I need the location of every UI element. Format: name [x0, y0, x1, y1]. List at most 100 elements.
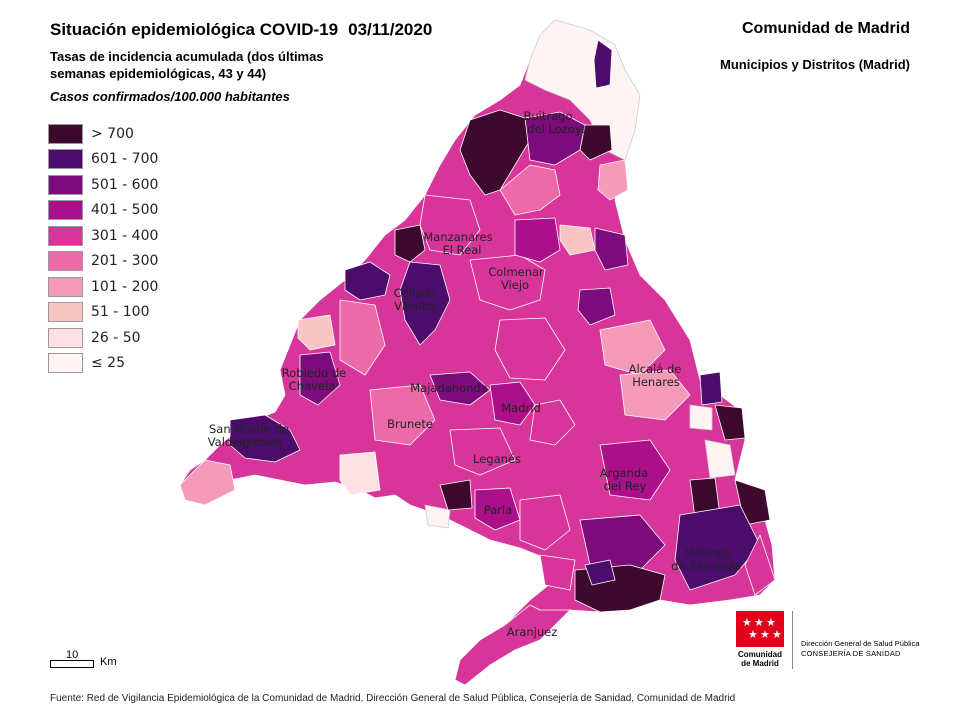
units-subtitle: Casos confirmados/100.000 habitantes	[50, 89, 290, 104]
region-villarejo	[674, 504, 761, 591]
flag-stars-icon: ★ ★ ★ ★ ★ ★ ★	[736, 611, 784, 647]
region-e-purple	[699, 371, 723, 406]
title-text: Situación epidemiológica COVID-19	[50, 20, 339, 39]
logo-ministry: CONSEJERÍA DE SANIDAD	[801, 649, 901, 658]
region-alcala	[619, 369, 691, 421]
comunidad-logo: ★ ★ ★ ★ ★ ★ ★ Comunidad de Madrid Direcc…	[736, 611, 919, 669]
region-north-pink	[593, 39, 613, 89]
region-ne-purple	[594, 227, 629, 271]
scale-bar: 10 Km	[50, 649, 117, 668]
map-regions	[179, 19, 776, 686]
region-arganda	[599, 439, 671, 501]
legend-swatch	[48, 251, 83, 272]
region-madrid-3	[529, 399, 576, 446]
region-sw-light	[339, 451, 381, 496]
svg-text:Brunete: Brunete	[387, 417, 433, 431]
region-aranjuez	[454, 604, 571, 686]
region-madrid-1	[489, 381, 536, 426]
legend-item: 51 - 100	[48, 300, 158, 326]
map-subtitle: Tasas de incidencia acumulada (dos últim…	[50, 48, 324, 82]
legend-item: 401 - 500	[48, 198, 158, 224]
region-e-dark	[714, 404, 746, 441]
region-w-purple	[344, 261, 391, 301]
legend-label: 201 - 300	[91, 253, 159, 270]
logo-name: Comunidad de Madrid	[738, 650, 782, 668]
region-sw-light2	[424, 504, 451, 529]
region-e-light	[704, 439, 736, 479]
legend-label: 501 - 600	[91, 176, 159, 193]
region-manzanares	[419, 194, 481, 256]
region-buitrago-3	[579, 124, 613, 161]
legend-swatch	[48, 174, 83, 195]
title-date: 03/11/2020	[348, 20, 433, 39]
legend-label: ≤ 25	[91, 355, 125, 372]
region-light-w1	[297, 314, 336, 351]
region-s-pink	[519, 494, 571, 551]
scale-value: 10	[66, 649, 79, 661]
region-s-purple	[579, 514, 666, 571]
region-villalba	[399, 261, 451, 346]
svg-text:Parla: Parla	[484, 503, 512, 517]
region-mid-w1	[339, 299, 386, 376]
region-s-purple2	[584, 559, 616, 586]
legend-swatch	[48, 353, 83, 374]
legend-item: 201 - 300	[48, 249, 158, 275]
legend-item: 301 - 400	[48, 223, 158, 249]
region-e-light-2	[689, 404, 713, 431]
legend-swatch	[48, 200, 83, 221]
region-ne-pink	[597, 159, 629, 201]
legend-swatch	[48, 327, 83, 348]
legend-label: 51 - 100	[91, 304, 150, 321]
region-brunete	[369, 384, 436, 446]
legend-item: 601 - 700	[48, 147, 158, 173]
region-title: Comunidad de Madrid	[742, 20, 910, 37]
region-madrid-2	[494, 317, 566, 381]
region-se-pink	[744, 534, 776, 596]
legend-label: 601 - 700	[91, 151, 159, 168]
legend-swatch	[48, 276, 83, 297]
region-majadahonda	[429, 371, 491, 406]
region-leganes	[449, 427, 516, 476]
scale-bar-graphic: 10	[50, 649, 94, 668]
map-title: Situación epidemiológica COVID-19 03/11/2…	[50, 20, 432, 40]
region-buitrago-dark	[459, 109, 531, 196]
legend-label: 401 - 500	[91, 202, 159, 219]
legend-item: ≤ 25	[48, 351, 158, 377]
legend-item: 501 - 600	[48, 172, 158, 198]
region-alcobendas	[577, 287, 616, 326]
legend-swatch	[48, 225, 83, 246]
region-colmenar-2	[514, 217, 561, 263]
svg-text:Majadahonda: Majadahonda	[410, 381, 488, 395]
place-labels: Buitrago del Lozoya Manzanares El Real Col…	[208, 109, 741, 639]
scale-unit: Km	[100, 656, 117, 668]
source-footer: Fuente: Red de Vigilancia Epidemiológica…	[50, 693, 736, 704]
legend-swatch	[48, 149, 83, 170]
legend-label: 26 - 50	[91, 329, 141, 346]
region-n-mid	[499, 164, 561, 216]
legend-swatch	[48, 123, 83, 144]
region-sanmartin	[229, 414, 301, 463]
region-s-pink2	[539, 554, 576, 591]
region-nw-dark	[394, 224, 426, 263]
svg-text:Madrid: Madrid	[501, 401, 541, 415]
legend-label: > 700	[91, 125, 134, 142]
region-sw-dark	[439, 479, 473, 511]
region-parla	[474, 487, 521, 531]
logo-department: Dirección General de Salud Pública	[801, 639, 920, 648]
legend: > 700 601 - 700 501 - 600 401 - 500 301 - 40…	[48, 121, 158, 376]
region-sw-pink	[179, 459, 236, 506]
svg-text:Aranjuez: Aranjuez	[507, 625, 558, 639]
region-e-pink-1	[599, 319, 666, 376]
subtitle-line2: semanas epidemiológicas, 43 y 44)	[50, 66, 267, 81]
subtitle-line1: Tasas de incidencia acumulada (dos últim…	[50, 49, 324, 64]
legend-item: 26 - 50	[48, 325, 158, 351]
